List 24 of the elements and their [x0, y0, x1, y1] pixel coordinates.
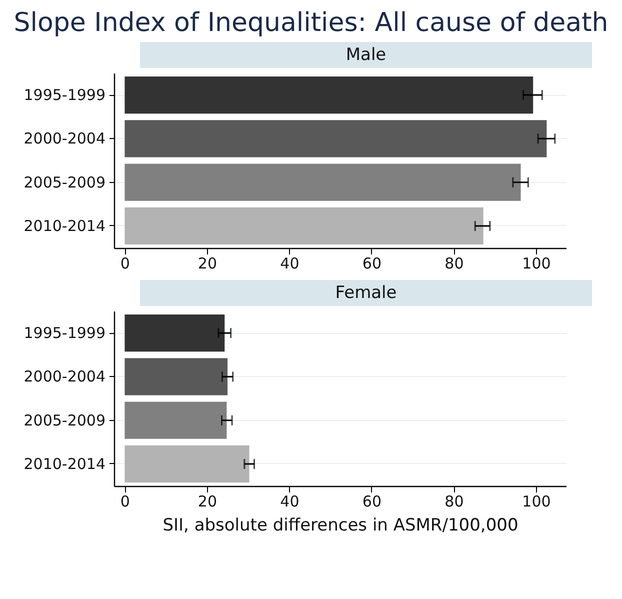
x-tick-label: 0	[120, 254, 130, 272]
chart-title: Slope Index of Inequalities: All cause of death	[12, 8, 610, 38]
x-tick-label: 40	[280, 492, 300, 510]
header-strip: Female	[140, 280, 592, 306]
x-tick-label: 0	[120, 492, 130, 510]
x-tick-label: 100	[522, 254, 551, 272]
y-tick-label: 2005-2009	[24, 173, 106, 192]
x-tick-label: 60	[362, 254, 382, 272]
y-tick-label: 2010-2014	[24, 454, 106, 473]
x-tick-label: 80	[444, 492, 464, 510]
x-tick-label: 20	[198, 492, 217, 510]
y-tick-label: 2005-2009	[24, 411, 106, 430]
x-tick-label: 100	[522, 492, 551, 510]
x-tick-label: 20	[198, 254, 217, 272]
x-tick-label: 60	[362, 492, 382, 510]
y-tick-label: 1995-1999	[24, 86, 106, 104]
y-tick-label: 2010-2014	[24, 216, 106, 235]
header-strip: Male	[140, 42, 592, 68]
y-tick-label: 2000-2004	[24, 130, 106, 148]
y-tick-label: 1995-1999	[24, 324, 106, 342]
x-tick-label: 40	[280, 254, 300, 272]
y-tick-label: 2000-2004	[24, 368, 106, 386]
x-axis-title: SII, absolute differences in ASMR/100,000	[162, 516, 518, 536]
x-tick-label: 80	[444, 254, 464, 272]
